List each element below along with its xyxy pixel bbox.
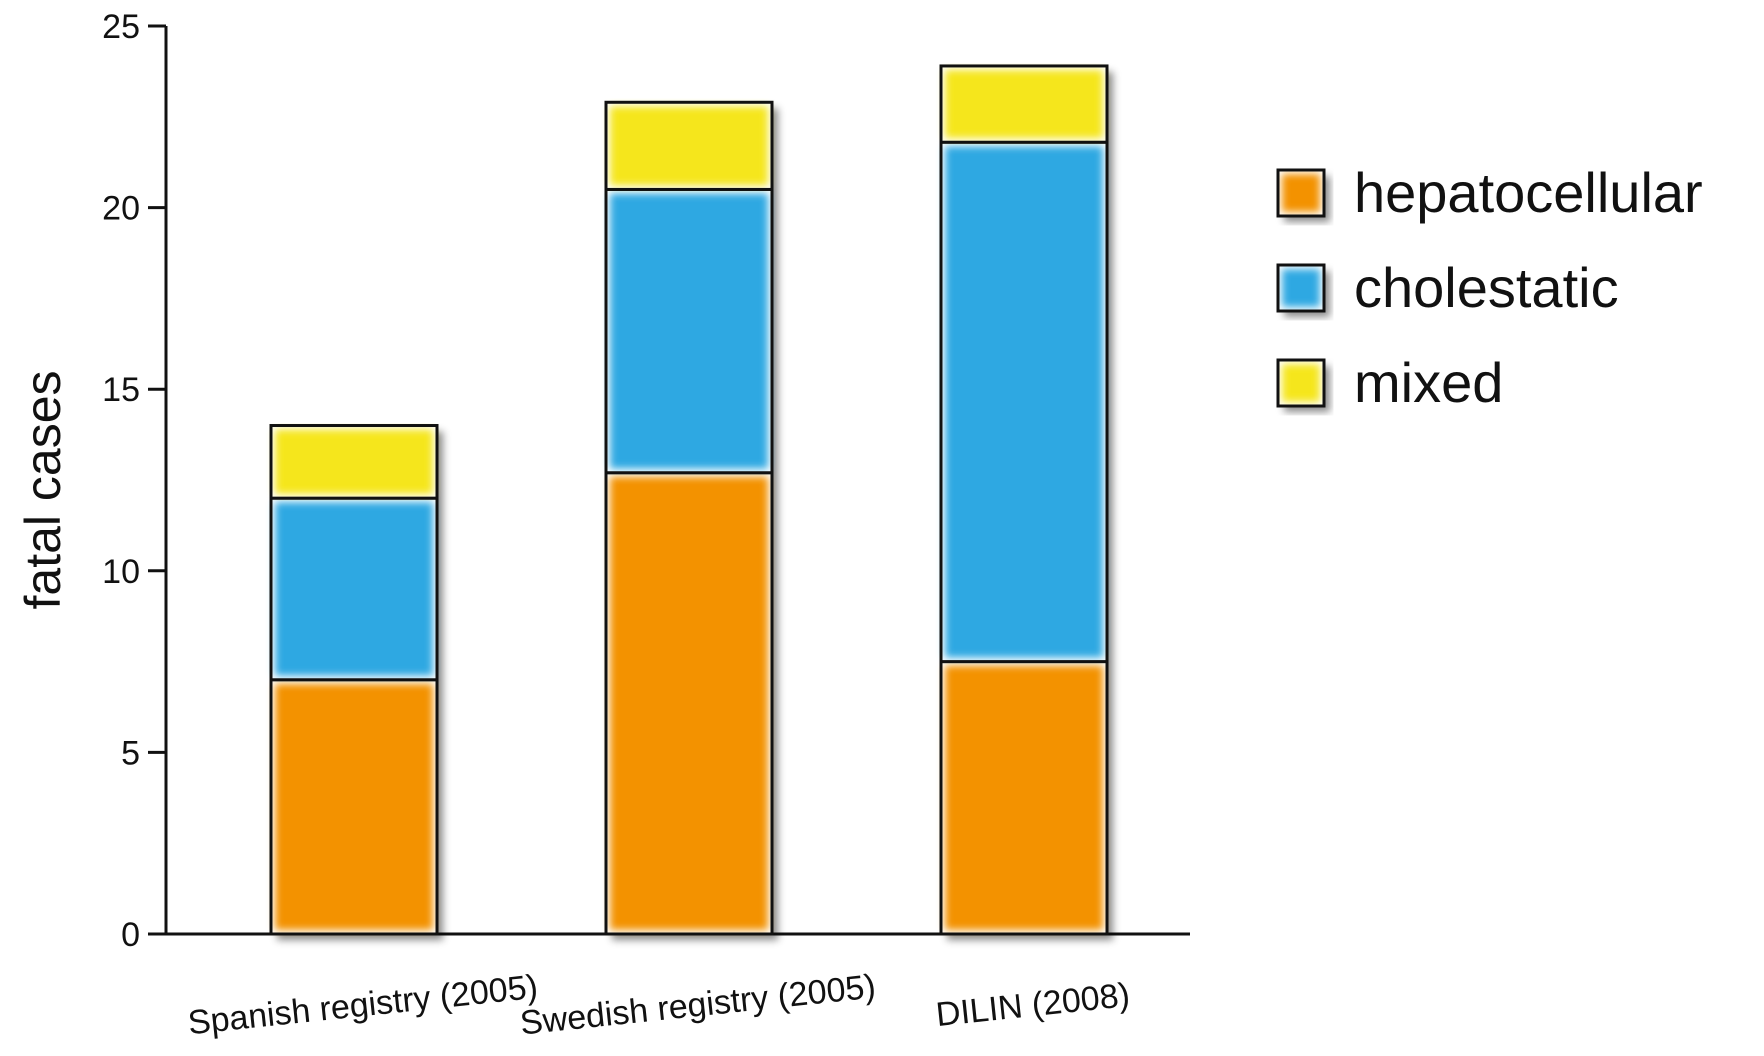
bar-segment-fill <box>275 502 433 676</box>
bar-segment-fill <box>275 683 433 930</box>
x-category-label: Spanish registry (2005) <box>186 968 540 1043</box>
bar-segment-hepatocellular <box>939 660 1109 936</box>
bar-segment-fill <box>610 476 768 930</box>
y-tick-label: 15 <box>102 371 140 409</box>
legend-item-mixed: mixed <box>1276 351 1503 414</box>
bars <box>269 64 1109 936</box>
bar-segment-outline <box>269 424 439 500</box>
bar-segment-fill <box>945 665 1103 930</box>
legend-swatch <box>1276 168 1326 218</box>
bar-segment-mixed <box>939 64 1109 144</box>
bar-segment-outline <box>604 100 774 191</box>
legend: hepatocellular cholestatic mixed <box>1276 161 1703 414</box>
bar-segment-cholestatic <box>604 187 774 475</box>
bar-segment-fill <box>610 106 768 186</box>
y-tick-label: 25 <box>102 8 140 46</box>
bar-segment-fill <box>275 429 433 495</box>
y-tick-label: 5 <box>121 734 140 772</box>
legend-swatch-fill <box>1282 269 1320 307</box>
legend-swatch <box>1276 263 1326 313</box>
bar-segment-cholestatic <box>269 496 439 682</box>
x-category-label: Swedish registry (2005) <box>518 967 877 1042</box>
legend-swatch-fill <box>1282 174 1320 212</box>
y-tick-label: 20 <box>102 190 140 228</box>
legend-swatch <box>1276 358 1326 408</box>
x-category-label: DILIN (2008) <box>934 976 1132 1034</box>
bar-segment-fill <box>945 146 1103 658</box>
bar-segment-outline <box>939 64 1109 144</box>
y-tick-label: 10 <box>102 553 140 591</box>
bar-segment-cholestatic <box>939 140 1109 664</box>
legend-swatch-fill <box>1282 364 1320 402</box>
bar-segment-hepatocellular <box>604 471 774 936</box>
legend-item-cholestatic: cholestatic <box>1276 256 1619 319</box>
legend-item-hepatocellular: hepatocellular <box>1276 161 1703 224</box>
y-axis-label: fatal cases <box>15 370 71 609</box>
legend-label: mixed <box>1354 351 1503 414</box>
legend-label: hepatocellular <box>1354 161 1703 224</box>
bar-segment-fill <box>610 193 768 469</box>
bar-segment-mixed <box>604 100 774 191</box>
legend-label: cholestatic <box>1354 256 1619 319</box>
bar-segment-fill <box>945 69 1103 139</box>
bar-segment-mixed <box>269 424 439 500</box>
bar-segment-hepatocellular <box>269 678 439 936</box>
y-tick-label: 0 <box>121 916 140 954</box>
